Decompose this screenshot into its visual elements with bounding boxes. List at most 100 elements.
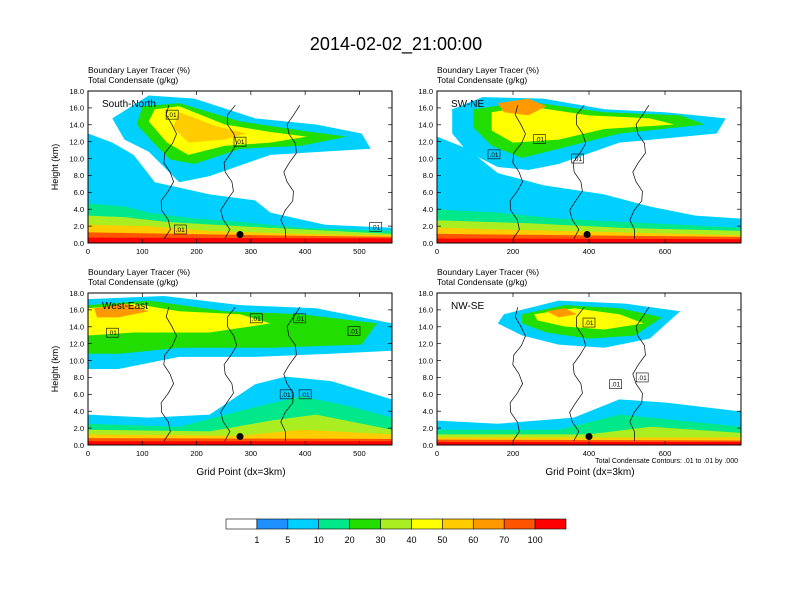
tracer-field bbox=[88, 296, 392, 445]
site-marker bbox=[236, 433, 244, 441]
contour-label-box bbox=[582, 317, 596, 328]
colorbar-swatch bbox=[349, 518, 381, 530]
panel-nw-se: Boundary Layer Tracer (%)Total Condensat… bbox=[418, 267, 742, 478]
colorbar-label: 100 bbox=[528, 535, 543, 545]
y-tick-label: 14.0 bbox=[418, 121, 433, 130]
site-marker bbox=[236, 231, 244, 239]
contour-label-box bbox=[293, 313, 307, 324]
colorbar-swatch bbox=[287, 518, 320, 530]
colorbar-label: 60 bbox=[468, 535, 478, 545]
x-tick-label: 500 bbox=[353, 247, 366, 256]
contour-label: .01 bbox=[168, 112, 177, 119]
condensate-contours bbox=[509, 104, 650, 240]
colorbar-swatch bbox=[442, 518, 474, 530]
contour-label: .01 bbox=[235, 139, 244, 146]
colorbar-swatch bbox=[411, 518, 443, 530]
x-tick-label: 600 bbox=[659, 449, 672, 458]
panel-label-condensate: Total Condensate (g/kg) bbox=[437, 75, 527, 85]
contour-label: .01 bbox=[638, 375, 647, 382]
condensate-contours bbox=[160, 104, 301, 240]
contour-label: .01 bbox=[176, 227, 185, 234]
contour-label: .01 bbox=[349, 329, 358, 336]
site-marker bbox=[585, 433, 593, 441]
y-tick-label: 2.0 bbox=[74, 424, 84, 433]
y-tick-label: 16.0 bbox=[69, 306, 84, 315]
y-axis-label: Height (km) bbox=[50, 144, 60, 191]
y-tick-label: 12.0 bbox=[69, 137, 84, 146]
field-layer-5 bbox=[88, 441, 392, 445]
tracer-field bbox=[437, 300, 741, 445]
colorbar-label: 5 bbox=[285, 535, 290, 545]
x-tick-label: 100 bbox=[136, 449, 149, 458]
y-tick-label: 0.0 bbox=[423, 441, 433, 450]
x-tick-label: 100 bbox=[136, 247, 149, 256]
x-tick-label: 200 bbox=[507, 449, 520, 458]
contour-label: .01 bbox=[295, 316, 304, 323]
contour-label-box bbox=[249, 313, 263, 324]
contour-label-box bbox=[369, 222, 383, 232]
x-tick-label: 500 bbox=[353, 449, 366, 458]
colorbar-label: 40 bbox=[406, 535, 416, 545]
y-tick-label: 6.0 bbox=[74, 188, 84, 197]
panel-name: SW-NE bbox=[451, 99, 484, 110]
y-tick-label: 12.0 bbox=[69, 339, 84, 348]
contour-label: .01 bbox=[611, 382, 620, 389]
y-tick-label: 2.0 bbox=[423, 424, 433, 433]
panel-west-east: Boundary Layer Tracer (%)Total Condensat… bbox=[50, 267, 393, 478]
panels: Boundary Layer Tracer (%)Total Condensat… bbox=[50, 65, 742, 478]
contour-line bbox=[509, 105, 526, 240]
y-tick-label: 8.0 bbox=[423, 171, 433, 180]
colorbar-swatch bbox=[503, 518, 536, 530]
colorbar-swatch bbox=[472, 518, 505, 530]
contour-line bbox=[509, 307, 526, 442]
x-tick-label: 0 bbox=[86, 449, 90, 458]
y-tick-label: 18.0 bbox=[418, 289, 433, 298]
x-tick-label: 0 bbox=[435, 449, 439, 458]
contour-line bbox=[629, 105, 650, 240]
contour-line bbox=[220, 104, 238, 240]
colorbar-label: 1 bbox=[254, 535, 259, 545]
contour-label: .01 bbox=[282, 392, 291, 399]
panel-south-north: Boundary Layer Tracer (%)Total Condensat… bbox=[50, 65, 393, 256]
panel-label-tracer: Boundary Layer Tracer (%) bbox=[88, 65, 190, 75]
panel-label-tracer: Boundary Layer Tracer (%) bbox=[88, 267, 190, 277]
y-tick-label: 4.0 bbox=[423, 407, 433, 416]
contour-line bbox=[629, 307, 650, 442]
field-layer-9 bbox=[173, 112, 247, 143]
contour-label-box bbox=[173, 224, 187, 235]
y-tick-label: 8.0 bbox=[423, 373, 433, 382]
y-tick-label: 6.0 bbox=[423, 390, 433, 399]
contour-line bbox=[160, 105, 177, 240]
y-tick-label: 10.0 bbox=[69, 356, 84, 365]
y-tick-label: 8.0 bbox=[74, 373, 84, 382]
contour-label: .01 bbox=[535, 137, 544, 144]
y-axis-label: Height (km) bbox=[50, 346, 60, 393]
contour-note: Total Condensate Contours: .01 to .01 by… bbox=[595, 458, 738, 465]
colorbar: 1 5 10 20 30 40 50 60 70 100 bbox=[225, 518, 567, 545]
panel-label-condensate: Total Condensate (g/kg) bbox=[88, 75, 178, 85]
contour-label-box bbox=[609, 379, 622, 390]
y-tick-label: 18.0 bbox=[69, 87, 84, 96]
plot-frame bbox=[87, 292, 393, 446]
y-tick-label: 10.0 bbox=[418, 154, 433, 163]
y-tick-label: 2.0 bbox=[74, 222, 84, 231]
field-layer-8 bbox=[491, 106, 675, 143]
x-tick-label: 0 bbox=[435, 247, 439, 256]
y-tick-label: 12.0 bbox=[418, 339, 433, 348]
contour-label: .01 bbox=[252, 316, 261, 323]
contour-label: .01 bbox=[108, 330, 117, 337]
contour-label-box bbox=[298, 389, 312, 400]
y-tick-label: 12.0 bbox=[418, 137, 433, 146]
contour-label-box bbox=[487, 149, 501, 160]
tracer-field bbox=[437, 97, 741, 243]
y-tick-label: 14.0 bbox=[418, 323, 433, 332]
contour-label: .01 bbox=[301, 392, 310, 399]
colorbar-label: 10 bbox=[314, 535, 324, 545]
y-tick-label: 4.0 bbox=[74, 205, 84, 214]
contour-line bbox=[280, 307, 301, 442]
panel-label-condensate: Total Condensate (g/kg) bbox=[88, 277, 178, 287]
plot-frame bbox=[87, 90, 393, 244]
y-tick-label: 0.0 bbox=[423, 239, 433, 248]
y-tick-label: 4.0 bbox=[423, 205, 433, 214]
colorbar-label: 30 bbox=[376, 535, 386, 545]
